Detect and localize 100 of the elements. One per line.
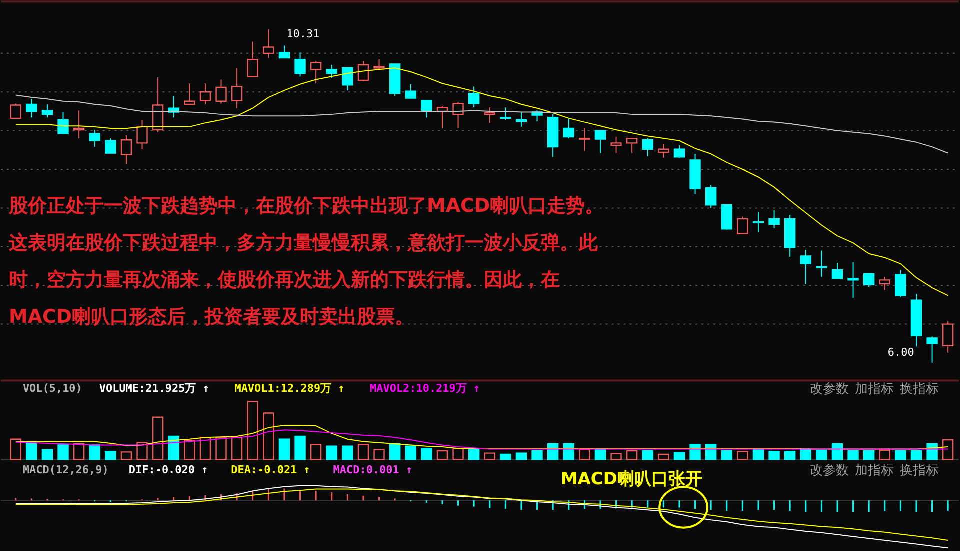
candlestick [594,130,606,154]
text: 改参数 [810,382,850,397]
text: 换指标 [900,382,940,397]
text: 换指标 [900,464,940,479]
bar [942,439,954,460]
bar [26,442,38,460]
candlestick [278,45,290,59]
candlestick [863,273,875,288]
candlestick [231,68,243,109]
bar [389,443,401,460]
candlestick [737,216,748,234]
bar [626,450,638,460]
candlestick [405,84,416,99]
bar [436,450,448,460]
bar [168,436,180,460]
bar [674,452,686,460]
bar [816,450,828,460]
candlestick [516,112,528,128]
bar [768,450,780,460]
series-label: DEA:-0.021 ↑ [231,464,310,477]
candlestick [658,143,670,158]
bar [832,443,844,460]
candlestick [895,270,906,298]
candlestick [184,83,196,106]
candlestick [358,60,370,82]
candlestick [89,130,100,148]
candlestick [721,204,732,230]
annotation: 股价正处于一波下跌趋势中，在股价下跌中出现了MACD喇叭口走势。这表明在股价下跌过程中，多方力量慢慢积累，意欲打一波小反弹。此时，空方力量再次涌来，使股价再次进入新的下跌行情。因此，在MACD喇叭口形态后，投资者要及时卖出股票。 [8,195,604,328]
bar [516,452,528,460]
bar [358,444,370,460]
bar [120,452,132,460]
candlestick [800,249,812,285]
bar [89,444,100,460]
bar [721,450,732,460]
bar [278,438,290,460]
candlestick [10,103,22,120]
bar [784,450,796,460]
bar [310,444,322,460]
bar [184,440,196,460]
annotation: 10.31 [286,27,320,40]
bar [468,448,480,460]
candlestick [294,52,306,78]
candlestick [216,79,227,104]
candlestick [484,107,496,124]
bar [152,416,164,460]
bar [200,437,212,460]
candlestick [500,107,512,120]
candlestick [642,138,654,157]
candlestick [848,262,859,298]
bar [216,437,227,460]
candlestick [816,250,828,278]
candlestick [452,102,464,129]
candlestick [926,336,938,364]
candlestick [310,60,322,84]
chart-title: MACD(12,26,9) [22,464,109,477]
bar [421,448,432,460]
candlestick [468,86,480,108]
chart-title: VOL(5,10) [22,382,82,395]
bar [910,450,922,460]
candlestick [247,41,258,78]
candlestick [73,110,85,140]
candlestick [563,118,574,140]
bar [642,450,654,460]
text: VOLUME:21.925万 ↑ [99,382,210,395]
candlestick [136,119,148,150]
candlestick [58,112,69,135]
bar [73,443,85,460]
bar [452,448,464,460]
text: 加指标 [855,464,894,479]
candlestick [342,68,354,92]
bar [484,452,496,460]
bar [879,450,890,460]
candlestick [942,320,954,354]
candlestick [832,262,844,280]
text: 加指标 [855,382,894,397]
candlestick [610,136,622,154]
bar [610,453,622,460]
bar [374,449,385,460]
bar [10,438,22,460]
bar [247,401,258,460]
candlestick [120,134,132,165]
candlestick [674,145,686,158]
candlestick [421,100,432,118]
bar [532,450,543,460]
bar [136,442,148,460]
bar [342,446,354,460]
bar [263,412,274,460]
annotation: 6.00 [888,346,914,359]
candlestick [263,28,274,59]
bar [800,448,812,460]
bar [58,444,69,460]
bar [863,450,875,460]
candlestick [200,83,212,105]
text: 改参数 [810,464,850,479]
candlestick [879,276,890,291]
bar [752,449,764,460]
candlestick [42,104,54,118]
candlestick [752,212,764,233]
candlestick [768,210,780,229]
candlestick [705,184,717,209]
